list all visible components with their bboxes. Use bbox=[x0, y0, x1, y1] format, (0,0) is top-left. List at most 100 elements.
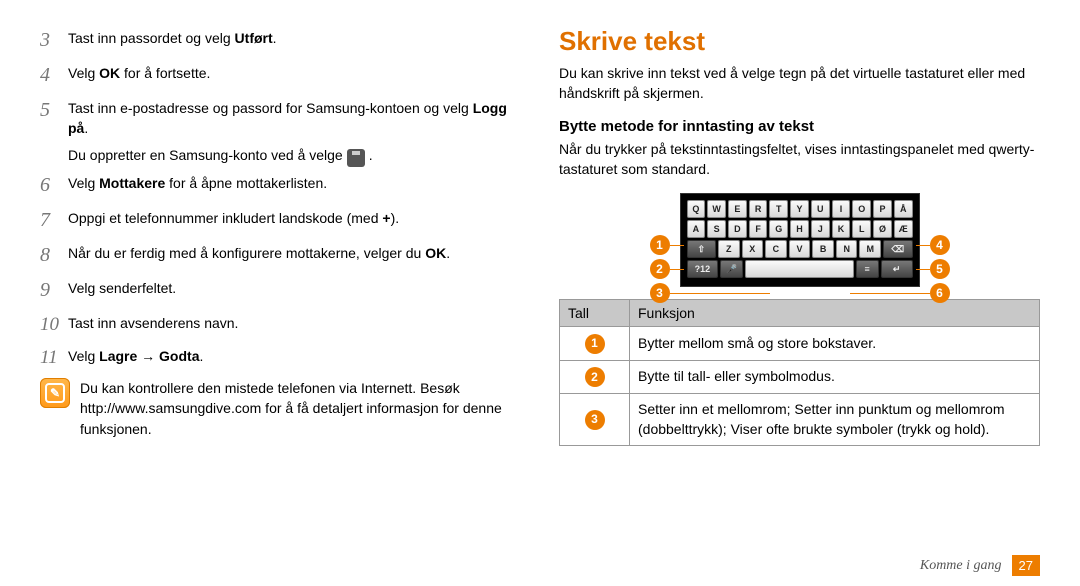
section-title: Skrive tekst bbox=[559, 26, 1040, 57]
intro-paragraph: Du kan skrive inn tekst ved å velge tegn… bbox=[559, 63, 1040, 104]
table-header-row: Tall Funksjon bbox=[560, 300, 1040, 327]
keyboard-key: ?12 bbox=[687, 260, 719, 278]
keyboard-key: U bbox=[811, 200, 830, 218]
keyboard-key: N bbox=[836, 240, 858, 258]
callout-badge-6: 6 bbox=[930, 283, 950, 303]
row-text: Bytte til tall- eller symbolmodus. bbox=[630, 360, 1040, 393]
keyboard-key: M bbox=[859, 240, 881, 258]
keyboard-key: H bbox=[790, 220, 809, 238]
step-text: Velg senderfeltet. bbox=[68, 276, 521, 298]
callout-badge-3: 3 bbox=[650, 283, 670, 303]
keyboard-key: S bbox=[707, 220, 726, 238]
step-8: 8 Når du er ferdig med å konfigurere mot… bbox=[40, 241, 521, 270]
keyboard-key: 🎤 bbox=[720, 260, 743, 278]
keyboard-key: Æ bbox=[894, 220, 913, 238]
row-badge-2: 2 bbox=[585, 367, 605, 387]
left-column: 3 Tast inn passordet og velg Utført. 4 V… bbox=[40, 26, 521, 446]
step-6: 6 Velg Mottakere for å åpne mottakerlist… bbox=[40, 171, 521, 200]
callout-badge-1: 1 bbox=[650, 235, 670, 255]
step-4: 4 Velg OK for å fortsette. bbox=[40, 61, 521, 90]
step-number: 5 bbox=[40, 96, 68, 125]
note-text: Du kan kontrollere den mistede telefonen… bbox=[80, 378, 521, 439]
note-icon: ✎ bbox=[40, 378, 70, 408]
keyboard-key: ≡ bbox=[856, 260, 879, 278]
keyboard-key: F bbox=[749, 220, 768, 238]
row-badge-1: 1 bbox=[585, 334, 605, 354]
keyboard-key: C bbox=[765, 240, 787, 258]
step-number: 6 bbox=[40, 171, 68, 200]
subsection-paragraph: Når du trykker på tekstinntastingsfeltet… bbox=[559, 139, 1040, 180]
keyboard-key: Ø bbox=[873, 220, 892, 238]
step-number: 11 bbox=[40, 344, 68, 372]
keyboard-key: Å bbox=[894, 200, 913, 218]
step-number: 3 bbox=[40, 26, 68, 55]
row-text: Bytter mellom små og store bokstaver. bbox=[630, 327, 1040, 360]
table-header-number: Tall bbox=[560, 300, 630, 327]
step-7: 7 Oppgi et telefonnummer inkludert lands… bbox=[40, 206, 521, 235]
function-table: Tall Funksjon 1 Bytter mellom små og sto… bbox=[559, 299, 1040, 446]
step-text: Velg OK for å fortsette. bbox=[68, 61, 521, 83]
keyboard-key: Z bbox=[718, 240, 740, 258]
step-text: Velg Mottakere for å åpne mottakerlisten… bbox=[68, 171, 521, 193]
subsection-title: Bytte metode for inntasting av tekst bbox=[559, 118, 1040, 135]
keyboard-key: B bbox=[812, 240, 834, 258]
step-9: 9 Velg senderfeltet. bbox=[40, 276, 521, 305]
step-text: Tast inn passordet og velg Utført. bbox=[68, 26, 521, 48]
step-number: 4 bbox=[40, 61, 68, 90]
step-3: 3 Tast inn passordet og velg Utført. bbox=[40, 26, 521, 55]
keyboard-key: I bbox=[832, 200, 851, 218]
step-11: 11 Velg Lagre → Godta. bbox=[40, 344, 521, 372]
keyboard-key: X bbox=[742, 240, 764, 258]
table-row: 1 Bytter mellom små og store bokstaver. bbox=[560, 327, 1040, 360]
keyboard-key: Q bbox=[687, 200, 706, 218]
step-text: Tast inn avsenderens navn. bbox=[68, 311, 521, 333]
keyboard-key: T bbox=[769, 200, 788, 218]
footer-text: Komme i gang bbox=[920, 558, 1002, 574]
table-header-function: Funksjon bbox=[630, 300, 1040, 327]
step-text: Tast inn e-postadresse og passord for Sa… bbox=[68, 96, 521, 139]
step-5-subline: Du oppretter en Samsung-konto ved å velg… bbox=[68, 145, 521, 165]
keyboard-key: W bbox=[707, 200, 726, 218]
keyboard-key: ⌫ bbox=[883, 240, 912, 258]
virtual-keyboard: QWERTYUIOPÅ ASDFGHJKLØÆ ⇧ZXCVBNM⌫ ?12🎤 ≡↵ bbox=[680, 193, 920, 287]
keyboard-key: G bbox=[769, 220, 788, 238]
keyboard-key: K bbox=[832, 220, 851, 238]
step-text: Velg Lagre → Godta. bbox=[68, 344, 521, 366]
step-text: Når du er ferdig med å konfigurere motta… bbox=[68, 241, 521, 263]
keyboard-key: A bbox=[687, 220, 706, 238]
keyboard-key: ↵ bbox=[881, 260, 913, 278]
keyboard-key: Y bbox=[790, 200, 809, 218]
keyboard-key: J bbox=[811, 220, 830, 238]
keyboard-key: O bbox=[852, 200, 871, 218]
step-number: 10 bbox=[40, 311, 68, 339]
callout-badge-5: 5 bbox=[930, 259, 950, 279]
keyboard-key: ⇧ bbox=[687, 240, 716, 258]
step-number: 8 bbox=[40, 241, 68, 270]
step-10: 10 Tast inn avsenderens navn. bbox=[40, 311, 521, 339]
page: 3 Tast inn passordet og velg Utført. 4 V… bbox=[0, 0, 1080, 456]
row-text: Setter inn et mellomrom; Setter inn punk… bbox=[630, 394, 1040, 446]
save-disk-icon bbox=[347, 149, 365, 167]
step-text: Oppgi et telefonnummer inkludert landsko… bbox=[68, 206, 521, 228]
step-number: 9 bbox=[40, 276, 68, 305]
step-5: 5 Tast inn e-postadresse og passord for … bbox=[40, 96, 521, 139]
page-number: 27 bbox=[1012, 555, 1040, 576]
keyboard-illustration: QWERTYUIOPÅ ASDFGHJKLØÆ ⇧ZXCVBNM⌫ ?12🎤 ≡↵… bbox=[559, 193, 1040, 287]
table-row: 2 Bytte til tall- eller symbolmodus. bbox=[560, 360, 1040, 393]
keyboard-key: R bbox=[749, 200, 768, 218]
keyboard-key: V bbox=[789, 240, 811, 258]
note: ✎ Du kan kontrollere den mistede telefon… bbox=[40, 378, 521, 439]
table-row: 3 Setter inn et mellomrom; Setter inn pu… bbox=[560, 394, 1040, 446]
keyboard-key: D bbox=[728, 220, 747, 238]
keyboard-key bbox=[745, 260, 853, 278]
keyboard-key: P bbox=[873, 200, 892, 218]
callout-badge-4: 4 bbox=[930, 235, 950, 255]
checkmark-icon: ✎ bbox=[50, 386, 60, 400]
row-badge-3: 3 bbox=[585, 410, 605, 430]
right-column: Skrive tekst Du kan skrive inn tekst ved… bbox=[559, 26, 1040, 446]
page-footer: Komme i gang 27 bbox=[920, 555, 1040, 576]
step-number: 7 bbox=[40, 206, 68, 235]
keyboard-key: L bbox=[852, 220, 871, 238]
keyboard-key: E bbox=[728, 200, 747, 218]
callout-badge-2: 2 bbox=[650, 259, 670, 279]
